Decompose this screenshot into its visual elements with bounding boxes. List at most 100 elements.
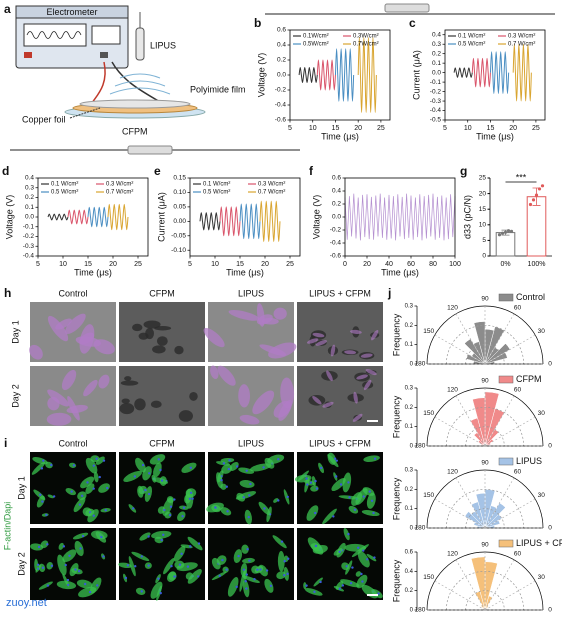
y-tick-label: 0.4 [277, 42, 286, 49]
cell [272, 535, 287, 549]
rose-petal [484, 561, 498, 611]
nucleus [305, 477, 308, 480]
x-tick-label: 5 [288, 125, 292, 132]
nucleus [74, 568, 77, 571]
cell [249, 463, 272, 472]
y-tick-label: 0.1 [432, 60, 441, 67]
nucleus [360, 572, 363, 576]
pore [152, 345, 166, 354]
nucleus [314, 479, 317, 483]
angle-tick-label: 180 [415, 607, 426, 614]
y-tick-label: 0.2 [25, 194, 34, 201]
nucleus [277, 499, 280, 502]
y-tick-label: 0.2 [332, 201, 341, 208]
nucleus [133, 475, 137, 478]
nucleus [168, 513, 172, 517]
cell [303, 582, 307, 590]
nucleus [66, 578, 70, 582]
angle-tick-label: 150 [423, 328, 434, 335]
series-line [316, 59, 336, 91]
nucleus [182, 506, 186, 509]
legend-swatch [498, 539, 514, 548]
cell [239, 414, 260, 425]
cell [343, 528, 350, 541]
nucleus [245, 587, 248, 590]
button [100, 52, 108, 58]
nucleus [313, 511, 317, 515]
r-tick-label: 0.1 [405, 342, 414, 348]
cell [326, 370, 333, 382]
legend-label: 0.1 W/cm² [458, 34, 485, 40]
cell [118, 562, 132, 569]
x-tick-label: 15 [236, 261, 244, 268]
cell [276, 571, 286, 580]
y-tick-label: 0.2 [432, 50, 441, 57]
pore [120, 380, 139, 386]
nucleus [42, 459, 45, 462]
y-tick-label: 20 [479, 190, 487, 197]
cell [220, 457, 235, 463]
nucleus [102, 555, 105, 558]
nucleus [191, 497, 194, 500]
rose-petal [471, 501, 486, 529]
nucleus [36, 563, 40, 567]
cell [74, 540, 84, 557]
panel-label: j [387, 286, 391, 300]
nucleus [265, 569, 269, 572]
nucleus [178, 563, 182, 566]
r-tick-label: 0.2 [405, 588, 414, 594]
nucleus [314, 544, 318, 548]
nucleus [159, 591, 162, 595]
cell [356, 374, 368, 380]
cell [166, 496, 174, 503]
nucleus [334, 475, 338, 478]
nucleus [370, 499, 374, 503]
cell [273, 498, 279, 503]
nucleus [147, 564, 150, 567]
nucleus [353, 508, 357, 511]
x-axis-label: Time (μs) [476, 131, 514, 141]
nucleus [181, 515, 184, 518]
nucleus [140, 555, 143, 558]
cell [345, 560, 353, 575]
cell [184, 494, 192, 504]
nucleus [157, 458, 160, 461]
pore [178, 410, 193, 422]
cell [330, 344, 336, 357]
nucleus [242, 568, 246, 571]
nucleus [46, 543, 49, 546]
x-tick-label: 80 [429, 261, 437, 268]
cell [371, 589, 383, 599]
panel-label: f [309, 164, 314, 178]
r-tick-label: 0.4 [405, 569, 414, 575]
y-tick-label: 25 [479, 175, 487, 182]
angle-tick-label: 90 [481, 542, 489, 549]
angle-tick-label: 0 [548, 525, 552, 532]
angle-tick-label: 0 [548, 443, 552, 450]
nucleus [305, 584, 308, 587]
angle-grid [484, 580, 536, 611]
nucleus [339, 483, 343, 486]
x-tick-label: 60 [407, 261, 415, 268]
cell [56, 580, 77, 590]
nucleus [77, 569, 81, 573]
cell [241, 544, 249, 554]
cell [357, 551, 370, 568]
watermark: zuoy.net [6, 597, 47, 609]
y-tick-label: -0.5 [430, 117, 442, 124]
nucleus [159, 468, 162, 472]
cell [280, 377, 295, 409]
grid-ring [465, 508, 505, 529]
cell [47, 315, 69, 342]
nucleus [221, 558, 224, 562]
panel-label: h [4, 286, 11, 300]
cell [312, 396, 322, 405]
sem-image [297, 302, 383, 362]
cell [239, 479, 255, 488]
grid-ring [465, 344, 505, 365]
nucleus [256, 568, 259, 571]
panel-label: i [4, 436, 7, 450]
x-tick-label: 0% [500, 261, 510, 268]
nucleus [140, 590, 143, 593]
cell [331, 477, 346, 492]
